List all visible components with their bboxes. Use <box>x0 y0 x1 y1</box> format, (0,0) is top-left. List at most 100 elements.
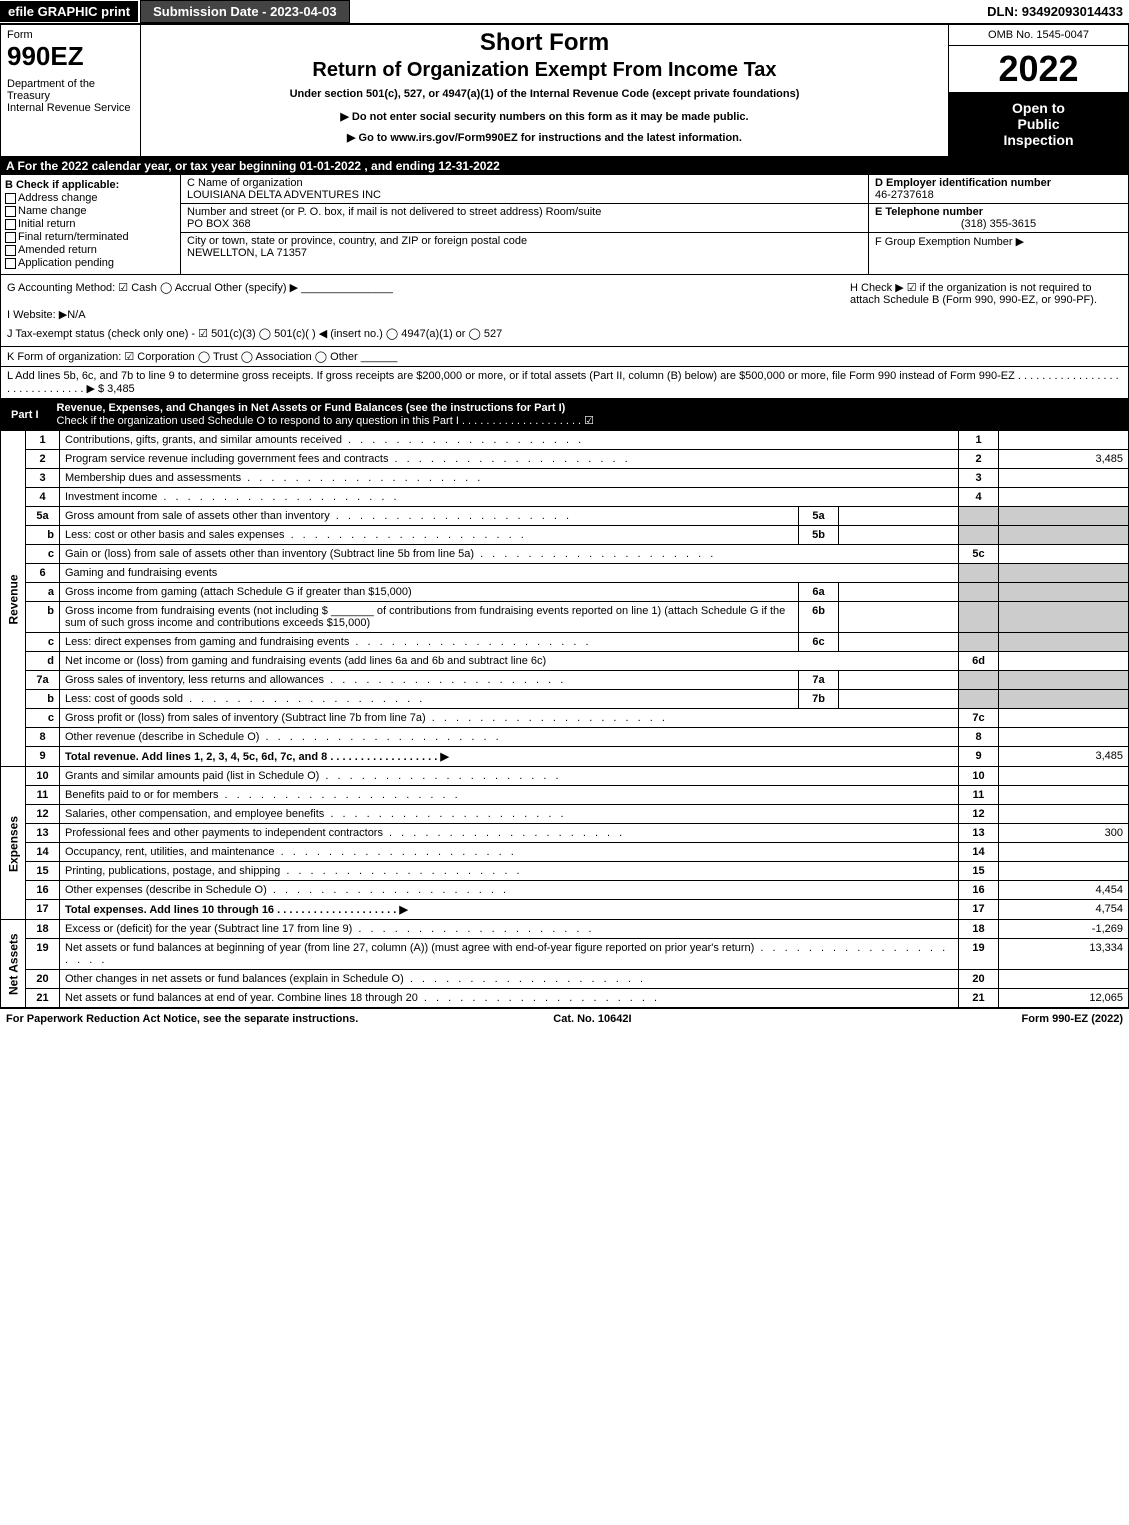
col-c: C Name of organization LOUISIANA DELTA A… <box>181 175 868 274</box>
revenue-vlabel: Revenue <box>1 431 26 767</box>
addr-row: Number and street (or P. O. box, if mail… <box>181 204 868 233</box>
part-1-sub: Check if the organization used Schedule … <box>57 415 595 427</box>
col-b-checkboxes: B Check if applicable: Address change Na… <box>1 175 181 274</box>
part-1-table: Revenue 1 Contributions, gifts, grants, … <box>0 431 1129 1008</box>
group-exemption-label: F Group Exemption Number ▶ <box>875 235 1122 248</box>
cb-name-change[interactable]: Name change <box>5 205 176 217</box>
form-number: 990EZ <box>7 41 134 72</box>
ein-label: D Employer identification number <box>875 177 1122 189</box>
org-name-label: C Name of organization <box>187 177 862 189</box>
phone-value: (318) 355-3615 <box>875 218 1122 230</box>
page-footer: For Paperwork Reduction Act Notice, see … <box>0 1008 1129 1029</box>
open-line2: Public <box>953 116 1124 132</box>
row-11: 11Benefits paid to or for members11 <box>1 786 1129 805</box>
row-12: 12Salaries, other compensation, and empl… <box>1 805 1129 824</box>
open-line1: Open to <box>953 100 1124 116</box>
header-left: Form 990EZ Department of the Treasury In… <box>1 25 141 156</box>
row-5a: 5a Gross amount from sale of assets othe… <box>1 507 1129 526</box>
row-7b: b Less: cost of goods sold 7b <box>1 690 1129 709</box>
submission-date: Submission Date - 2023-04-03 <box>140 0 350 23</box>
open-line3: Inspection <box>953 132 1124 148</box>
row-3: 3 Membership dues and assessments 3 <box>1 469 1129 488</box>
line-g: G Accounting Method: ☑ Cash ◯ Accrual Ot… <box>7 281 842 294</box>
return-title: Return of Organization Exempt From Incom… <box>149 59 940 82</box>
open-to-public: Open to Public Inspection <box>949 92 1128 156</box>
group-exemption-row: F Group Exemption Number ▶ <box>869 233 1128 274</box>
city: NEWELLTON, LA 71357 <box>187 247 862 259</box>
row-6c: c Less: direct expenses from gaming and … <box>1 633 1129 652</box>
form-header: Form 990EZ Department of the Treasury In… <box>0 24 1129 157</box>
row-15: 15Printing, publications, postage, and s… <box>1 862 1129 881</box>
dept-label: Department of the Treasury Internal Reve… <box>7 78 134 114</box>
col-b-title: B Check if applicable: <box>5 179 176 191</box>
row-1: Revenue 1 Contributions, gifts, grants, … <box>1 431 1129 450</box>
line-a: A For the 2022 calendar year, or tax yea… <box>0 157 1129 175</box>
line-h: H Check ▶ ☑ if the organization is not r… <box>842 281 1122 340</box>
netassets-vlabel: Net Assets <box>1 920 26 1008</box>
header-right: OMB No. 1545-0047 2022 Open to Public In… <box>948 25 1128 156</box>
footer-left: For Paperwork Reduction Act Notice, see … <box>6 1013 358 1025</box>
line-j: J Tax-exempt status (check only one) - ☑… <box>7 327 842 340</box>
ein-value: 46-2737618 <box>875 189 1122 201</box>
row-7c: c Gross profit or (loss) from sales of i… <box>1 709 1129 728</box>
footer-right: Form 990-EZ (2022) <box>1022 1013 1123 1025</box>
top-bar: efile GRAPHIC print Submission Date - 20… <box>0 0 1129 24</box>
org-name-row: C Name of organization LOUISIANA DELTA A… <box>181 175 868 204</box>
under-section-text: Under section 501(c), 527, or 4947(a)(1)… <box>149 88 940 100</box>
row-18: Net Assets 18Excess or (deficit) for the… <box>1 920 1129 939</box>
row-6d: d Net income or (loss) from gaming and f… <box>1 652 1129 671</box>
cb-initial-return[interactable]: Initial return <box>5 218 176 230</box>
row-5c: c Gain or (loss) from sale of assets oth… <box>1 545 1129 564</box>
col-def: D Employer identification number 46-2737… <box>868 175 1128 274</box>
city-row: City or town, state or province, country… <box>181 233 868 261</box>
row-19: 19Net assets or fund balances at beginni… <box>1 939 1129 970</box>
dln: DLN: 93492093014433 <box>987 4 1129 19</box>
tax-year: 2022 <box>949 46 1128 92</box>
row-14: 14Occupancy, rent, utilities, and mainte… <box>1 843 1129 862</box>
expenses-vlabel: Expenses <box>1 767 26 920</box>
row-2: 2 Program service revenue including gove… <box>1 450 1129 469</box>
footer-cat: Cat. No. 10642I <box>553 1013 631 1025</box>
header-center: Short Form Return of Organization Exempt… <box>141 25 948 156</box>
part-1-title: Revenue, Expenses, and Changes in Net As… <box>49 399 1128 430</box>
efile-print-label[interactable]: efile GRAPHIC print <box>0 1 138 22</box>
section-ghij: G Accounting Method: ☑ Cash ◯ Accrual Ot… <box>0 275 1129 347</box>
row-13: 13Professional fees and other payments t… <box>1 824 1129 843</box>
goto-link[interactable]: ▶ Go to www.irs.gov/Form990EZ for instru… <box>149 131 940 144</box>
line-l: L Add lines 5b, 6c, and 7b to line 9 to … <box>0 367 1129 399</box>
row-4: 4 Investment income 4 <box>1 488 1129 507</box>
phone-row: E Telephone number (318) 355-3615 <box>869 204 1128 233</box>
short-form-title: Short Form <box>149 29 940 57</box>
row-9: 9 Total revenue. Add lines 1, 2, 3, 4, 5… <box>1 747 1129 767</box>
ghij-left: G Accounting Method: ☑ Cash ◯ Accrual Ot… <box>7 281 842 340</box>
row-17: 17Total expenses. Add lines 10 through 1… <box>1 900 1129 920</box>
form-word: Form <box>7 29 134 41</box>
cb-final-return[interactable]: Final return/terminated <box>5 231 176 243</box>
line-k: K Form of organization: ☑ Corporation ◯ … <box>0 347 1129 367</box>
section-bcdef: B Check if applicable: Address change Na… <box>0 175 1129 275</box>
cb-amended-return[interactable]: Amended return <box>5 244 176 256</box>
org-name: LOUISIANA DELTA ADVENTURES INC <box>187 189 862 201</box>
line-i: I Website: ▶N/A <box>7 308 842 321</box>
row-8: 8 Other revenue (describe in Schedule O)… <box>1 728 1129 747</box>
row-20: 20Other changes in net assets or fund ba… <box>1 970 1129 989</box>
row-6: 6 Gaming and fundraising events <box>1 564 1129 583</box>
ein-row: D Employer identification number 46-2737… <box>869 175 1128 204</box>
row-6a: a Gross income from gaming (attach Sched… <box>1 583 1129 602</box>
ssn-warning: ▶ Do not enter social security numbers o… <box>149 110 940 123</box>
row-7a: 7a Gross sales of inventory, less return… <box>1 671 1129 690</box>
row-21: 21Net assets or fund balances at end of … <box>1 989 1129 1008</box>
omb-number: OMB No. 1545-0047 <box>949 25 1128 46</box>
part-1-label: Part I <box>1 406 49 424</box>
phone-label: E Telephone number <box>875 206 1122 218</box>
row-16: 16Other expenses (describe in Schedule O… <box>1 881 1129 900</box>
part-1-header: Part I Revenue, Expenses, and Changes in… <box>0 399 1129 431</box>
row-10: Expenses 10 Grants and similar amounts p… <box>1 767 1129 786</box>
city-label: City or town, state or province, country… <box>187 235 862 247</box>
row-6b: b Gross income from fundraising events (… <box>1 602 1129 633</box>
row-5b: b Less: cost or other basis and sales ex… <box>1 526 1129 545</box>
cb-application-pending[interactable]: Application pending <box>5 257 176 269</box>
addr-label: Number and street (or P. O. box, if mail… <box>187 206 862 218</box>
addr: PO BOX 368 <box>187 218 862 230</box>
cb-address-change[interactable]: Address change <box>5 192 176 204</box>
